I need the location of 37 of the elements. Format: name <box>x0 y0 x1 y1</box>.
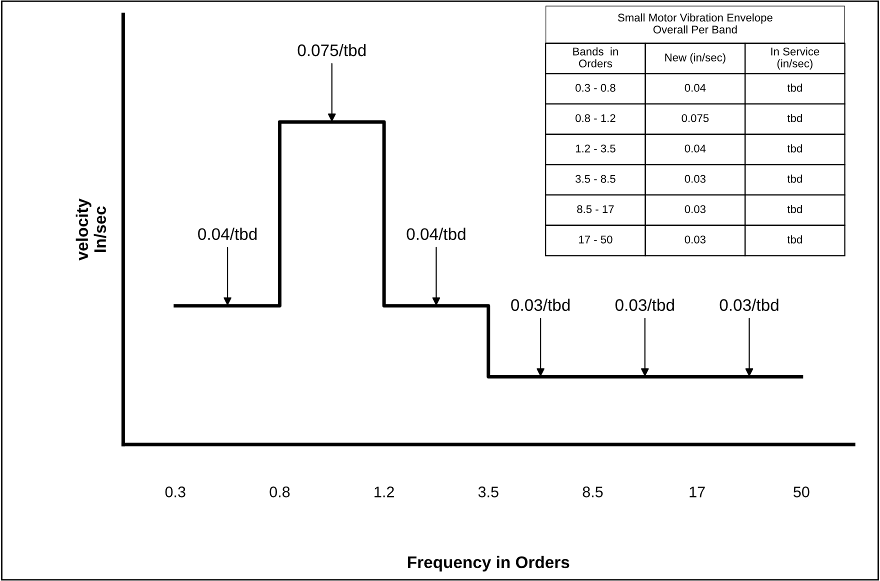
text: tbd <box>787 84 802 92</box>
x-tick-label: 1.2 <box>374 486 394 498</box>
annotation: 0.04/tbd <box>198 228 257 240</box>
x-tick-label: 17 <box>690 486 705 498</box>
text: 0.03 <box>684 205 706 214</box>
category-label: New (in/sec) <box>665 53 726 64</box>
text: 0.03 <box>684 236 706 244</box>
text: 3.5 - 8.5 <box>576 174 616 183</box>
text: Small Motor Vibration Envelope Overall Per Band <box>618 13 772 34</box>
annotation: 0.03/tbd <box>720 298 778 311</box>
y-axis-title: velocity In/sec <box>76 198 106 260</box>
text: 0.8 - 1.2 <box>576 114 616 122</box>
x-tick-label: 3.5 <box>478 486 498 498</box>
x-tick-label: 8.5 <box>582 486 603 498</box>
x-axis-title: Frequency in Orders <box>408 556 570 572</box>
text: tbd <box>787 235 802 244</box>
text: tbd <box>787 144 802 152</box>
x-tick-label: 0.8 <box>270 486 290 498</box>
text: 0.3 - 0.8 <box>576 84 616 92</box>
annotation: 0.04/tbd <box>406 228 466 240</box>
x-tick-label: 0.3 <box>165 486 186 498</box>
text: 8.5 - 17 <box>577 205 614 214</box>
category-label: In Service (in/sec) <box>771 47 820 70</box>
text: 17 - 50 <box>579 236 612 244</box>
text: 0.04 <box>684 144 706 152</box>
text: 0.075 <box>682 114 709 122</box>
category-label: Bands in Orders <box>573 47 618 68</box>
annotation: 0.03/tbd <box>511 298 570 311</box>
x-tick-label: 50 <box>794 486 810 498</box>
text: 1.2 - 3.5 <box>576 144 616 152</box>
text: tbd <box>787 204 802 214</box>
text: tbd <box>787 174 802 183</box>
text: 0.03 <box>684 174 706 183</box>
text: 0.075/tbd <box>298 44 366 56</box>
annotation: 0.03/tbd <box>615 298 674 311</box>
text: 0.04 <box>684 84 706 92</box>
text: tbd <box>787 114 802 122</box>
